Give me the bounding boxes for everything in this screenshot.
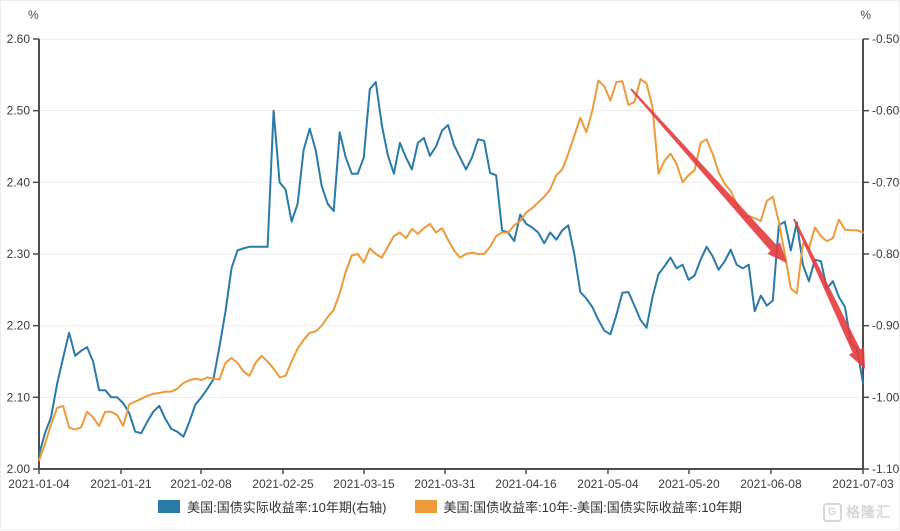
x-axis-tick-label: 2021-05-20 [658, 477, 720, 491]
x-axis-tick-label: 2021-07-03 [832, 477, 894, 491]
legend: 美国:国债实际收益率:10年期(右轴) 美国:国债收益率:10年:-美国:国债实… [1, 497, 899, 516]
x-axis-tick-label: 2021-02-08 [170, 477, 232, 491]
legend-item-breakeven: 美国:国债收益率:10年:-美国:国债实际收益率:10年期 [414, 497, 742, 516]
right-axis-tick-label: -0.80 [872, 247, 900, 261]
right-axis-tick-label: -0.50 [872, 32, 900, 46]
right-axis-tick-label: -1.00 [872, 390, 900, 404]
x-axis-tick-label: 2021-05-04 [577, 477, 639, 491]
left-axis-tick-label: 2.00 [7, 462, 31, 476]
right-axis-tick-label: -1.10 [872, 462, 900, 476]
left-axis-tick-label: 2.60 [7, 32, 31, 46]
legend-item-real-yield: 美国:国债实际收益率:10年期(右轴) [158, 497, 387, 516]
left-axis-tick-label: 2.30 [7, 247, 31, 261]
right-axis-tick-label: -0.90 [872, 319, 900, 333]
x-axis-tick-label: 2021-03-31 [414, 477, 476, 491]
watermark: G 格隆汇 [823, 502, 891, 522]
legend-swatch-blue [158, 500, 181, 513]
series-line-real-yield [38, 81, 864, 456]
trend-arrow-1 [630, 88, 787, 263]
x-axis-tick-label: 2021-02-25 [252, 477, 314, 491]
x-axis-tick-label: 2021-04-16 [495, 477, 557, 491]
left-axis-tick-label: 2.50 [7, 104, 31, 118]
trend-arrow-2 [793, 218, 865, 369]
x-axis-tick-label: 2021-06-08 [740, 477, 802, 491]
left-axis-tick-label: 2.40 [7, 175, 31, 189]
left-axis-tick-label: 2.10 [7, 390, 31, 404]
right-axis-unit-label: % [860, 8, 871, 22]
x-axis-tick-label: 2021-01-21 [90, 477, 152, 491]
legend-label-breakeven: 美国:国债收益率:10年:-美国:国债实际收益率:10年期 [443, 500, 742, 515]
right-axis-tick-label: -0.70 [872, 175, 900, 189]
series-line-breakeven [38, 78, 864, 462]
legend-swatch-orange [414, 500, 437, 513]
left-axis-unit-label: % [28, 8, 39, 22]
x-axis-tick-label: 2021-01-04 [8, 477, 70, 491]
right-axis-tick-label: -0.60 [872, 104, 900, 118]
legend-label-real-yield: 美国:国债实际收益率:10年期(右轴) [187, 500, 387, 515]
watermark-text: 格隆汇 [846, 504, 891, 520]
gelonghui-logo-icon: G [823, 502, 842, 522]
x-axis-tick-label: 2021-03-15 [333, 477, 395, 491]
left-axis-tick-label: 2.20 [7, 319, 31, 333]
